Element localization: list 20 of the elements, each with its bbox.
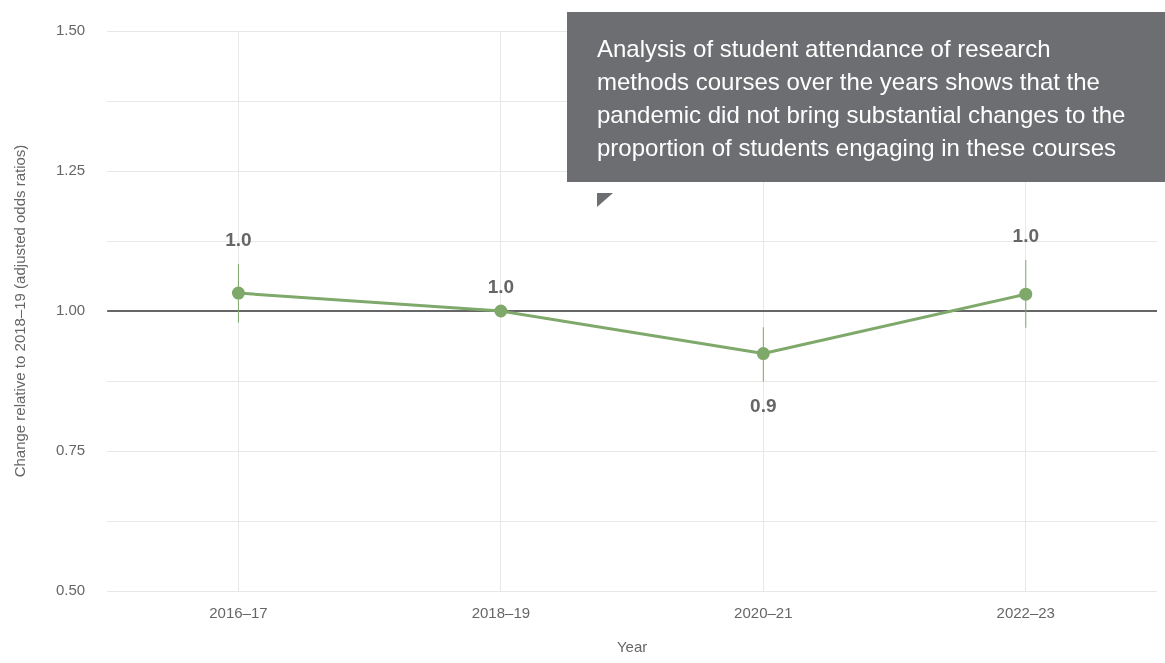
point [231, 286, 245, 300]
data-label: 1.0 [1012, 224, 1039, 246]
y-tick-label: 0.75 [55, 441, 86, 459]
y-tick-label: 1.00 [55, 301, 86, 319]
point [494, 304, 508, 318]
point [1019, 287, 1033, 301]
data-label: 1.0 [487, 275, 515, 297]
y-tick-label: 0.50 [55, 581, 86, 599]
x-axis-title: Year [616, 638, 648, 656]
y-tick-label: 1.50 [55, 21, 86, 39]
y-tick-label: 1.25 [55, 161, 86, 179]
point [756, 347, 770, 361]
data-label: 0.9 [750, 395, 777, 417]
x-tick-label: 2016–17 [209, 604, 268, 622]
y-axis-title: Change relative to 2018–19 (adjusted odds ratios) [11, 144, 29, 478]
data-label: 1.0 [225, 228, 252, 250]
annotation: Analysis of student attendance of research methods courses over the years shows that the pandemic did not bring substantial changes to the proportion of students engaging in these courses [567, 12, 1165, 182]
x-tick-label: 2018–19 [471, 604, 531, 622]
x-tick-label: 2020–21 [734, 604, 793, 622]
x-tick-label: 2022–23 [996, 604, 1055, 622]
